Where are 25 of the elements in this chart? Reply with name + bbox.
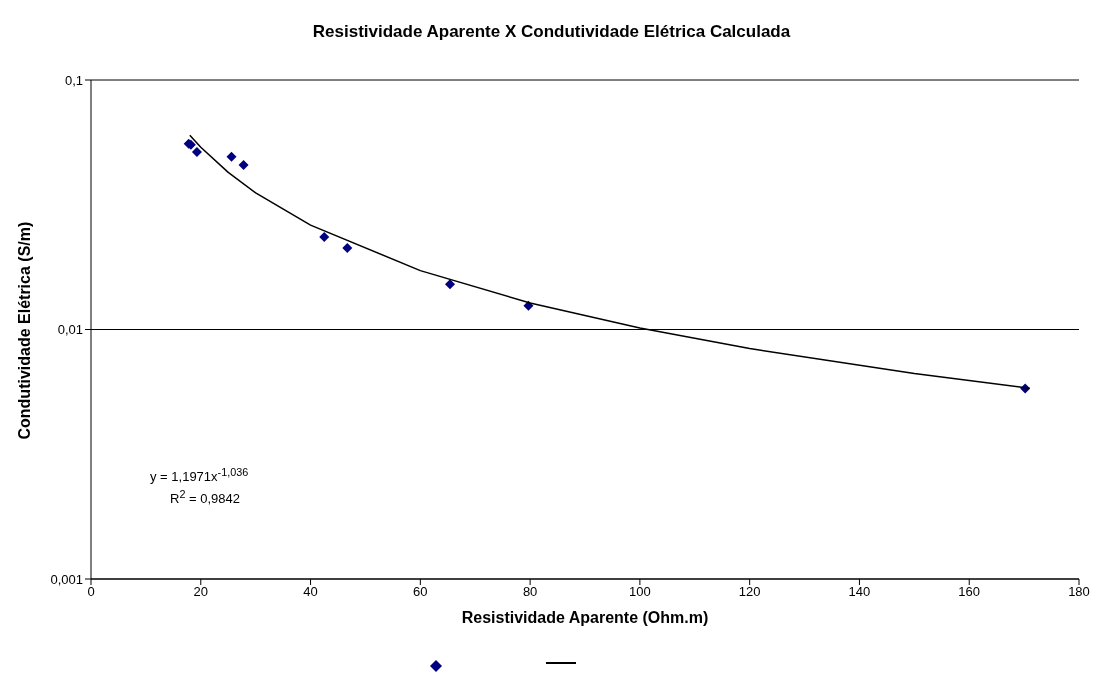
y-tick-label: 0,001 [50, 571, 83, 587]
x-tick-label: 20 [193, 584, 209, 600]
point [191, 146, 202, 157]
chart-title: Resistividade Aparente X Condutividade Elétrica Calculada [311, 22, 792, 42]
annotation: R$^{2}$ = 0,9842 [170, 488, 240, 507]
x-tick-label: 160 [958, 584, 981, 600]
x-tick-label: 120 [738, 584, 761, 600]
x-axis-title: Resistividade Aparente (Ohm.m) [461, 609, 709, 626]
point [342, 243, 353, 254]
x-tick-label: 100 [629, 584, 651, 600]
point [523, 300, 534, 311]
x-tick-label: 0 [87, 584, 95, 600]
y-tick-label: 0,01 [57, 322, 83, 338]
x-tick-label: 140 [848, 584, 871, 600]
y-tick-label: 0,1 [64, 72, 83, 88]
x-tick-label: 80 [522, 584, 538, 600]
y-axis-title: Condutividade Elétrica (S/m) [15, 221, 33, 440]
point [226, 151, 237, 162]
x-tick-label: 60 [413, 584, 428, 600]
x-tick-label: 40 [303, 584, 318, 600]
point [319, 231, 330, 242]
x-tick-label: 180 [1068, 584, 1090, 600]
point [238, 160, 249, 171]
point [444, 279, 455, 290]
annotation: y = 1,1971x$^{-1,036}$ [150, 466, 249, 485]
